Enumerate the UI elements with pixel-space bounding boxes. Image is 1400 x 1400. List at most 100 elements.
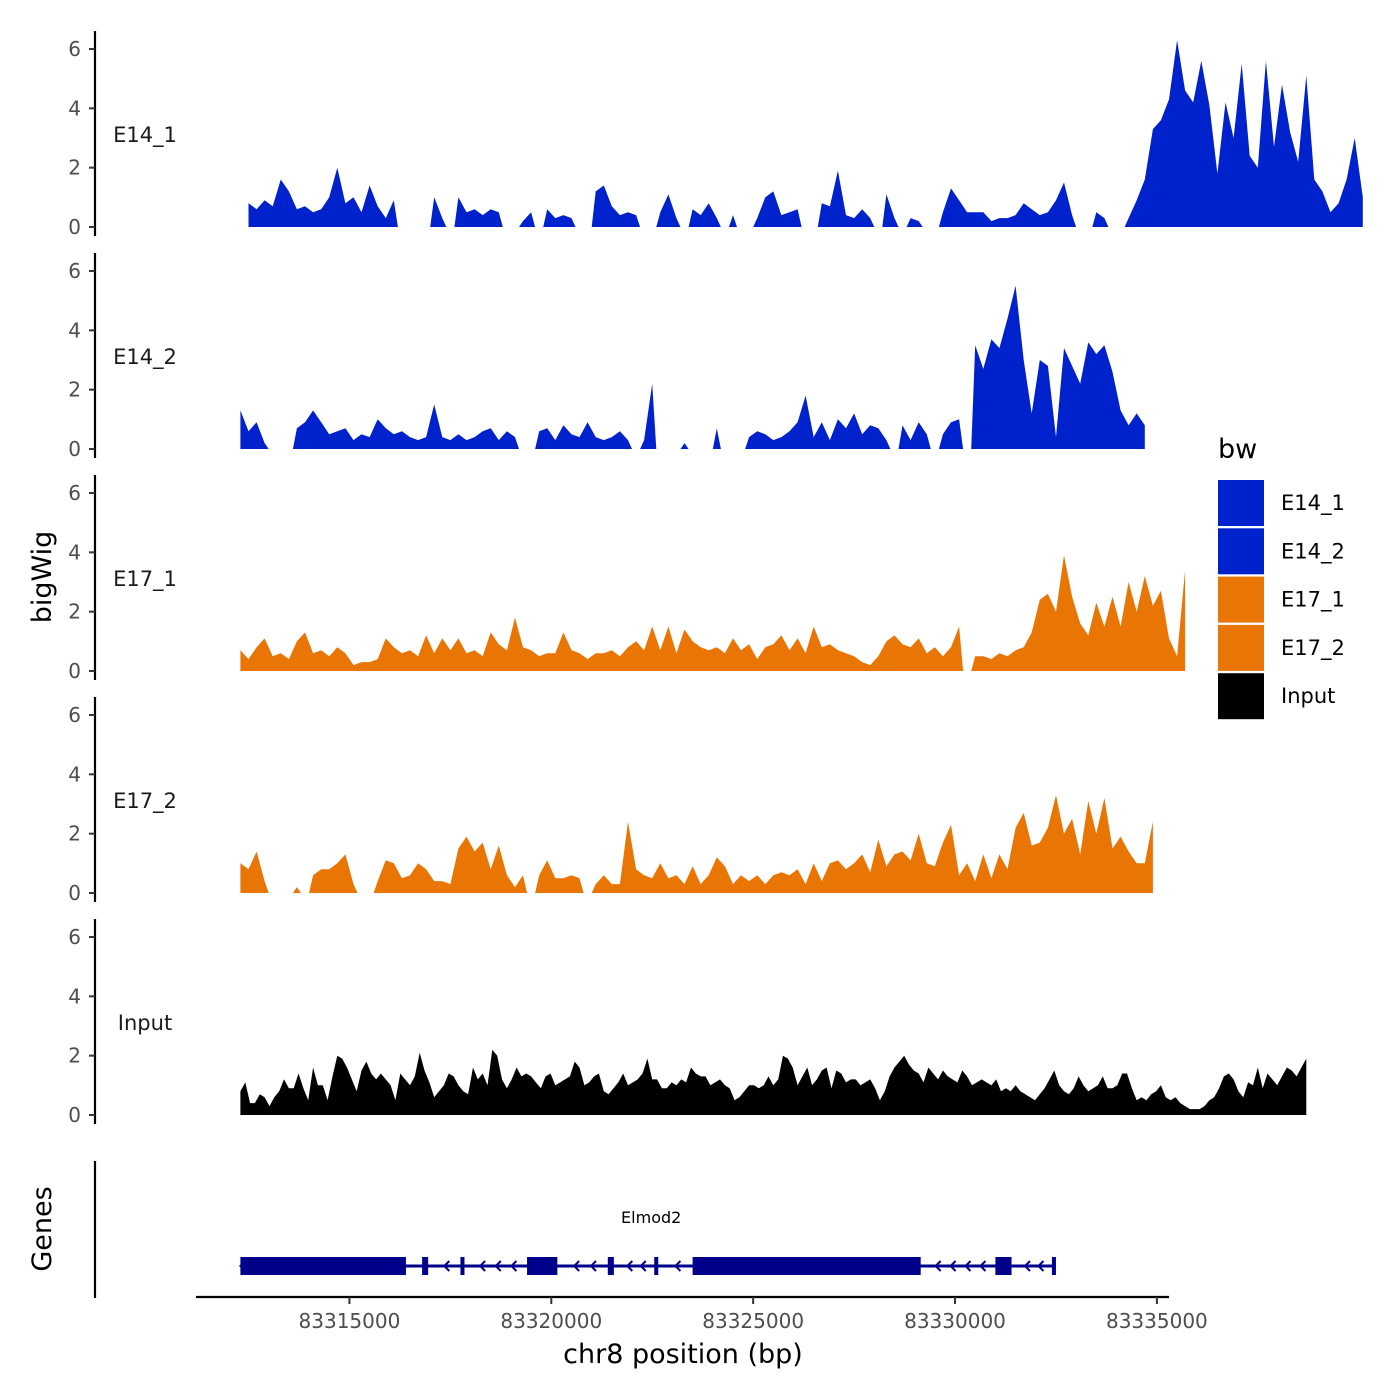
area-E17_1-segment xyxy=(240,617,964,671)
strand-arrow xyxy=(589,1260,597,1272)
area-E14_2-segment xyxy=(712,428,721,449)
area-E17_2-segment xyxy=(535,860,584,893)
area-Input-segment xyxy=(240,1049,1307,1115)
legend-item-E17_2: E17_2 xyxy=(1218,624,1345,671)
area-E14_2-segment xyxy=(971,285,1145,449)
area-E14_2-segment xyxy=(240,410,269,449)
gene-Elmod2: Elmod2 xyxy=(238,1208,1056,1275)
area-E14_1-segment xyxy=(882,194,899,227)
x-axis-title: chr8 position (bp) xyxy=(563,1339,803,1370)
gene-exon xyxy=(654,1257,659,1275)
area-E14_2-segment xyxy=(292,404,519,449)
area-E14_1-segment xyxy=(656,194,681,227)
area-E14_1-segment xyxy=(1124,40,1363,227)
track-Input: 0 2 4 6 Input xyxy=(68,919,1307,1127)
area-E14_2-segment xyxy=(745,395,891,449)
track-E14_2: 0 2 4 6 E14_2 xyxy=(68,253,1145,461)
gene-exon xyxy=(692,1257,921,1275)
legend-label: E17_2 xyxy=(1281,636,1345,661)
x-tick-label: 83325000 xyxy=(702,1309,804,1333)
strand-arrow xyxy=(510,1260,518,1272)
y-tick-label: 2 xyxy=(68,378,81,402)
y-tick-label: 6 xyxy=(68,481,81,505)
area-E14_1-segment xyxy=(454,197,503,227)
y-tick-label: 2 xyxy=(68,1044,81,1068)
area-E17_2-segment xyxy=(373,836,528,893)
area-E14_1-segment xyxy=(753,191,802,227)
track-E17_2: 0 2 4 6 E17_2 xyxy=(68,697,1153,905)
y-tick-label: 0 xyxy=(68,1103,81,1127)
y-tick-label: 0 xyxy=(68,437,81,461)
track-label-E14_2: E14_2 xyxy=(113,345,177,370)
legend-swatch xyxy=(1218,673,1264,720)
strand-arrow xyxy=(1023,1260,1031,1272)
legend-swatch xyxy=(1218,480,1264,526)
gene-exon xyxy=(527,1257,558,1275)
y-tick-label: 4 xyxy=(68,96,81,120)
y-tick-label: 6 xyxy=(68,703,81,727)
legend-item-E14_1: E14_1 xyxy=(1218,480,1345,526)
y-tick-label: 4 xyxy=(68,318,81,342)
strand-arrow xyxy=(934,1260,942,1272)
area-E14_2-segment xyxy=(898,422,931,449)
y-tick-label: 2 xyxy=(68,600,81,624)
gene-track-title: Genes xyxy=(27,1186,58,1271)
x-axis: 83315000 83320000 83325000 83330000 83335000 xyxy=(196,1295,1208,1333)
legend-item-Input: Input xyxy=(1218,673,1335,720)
strand-arrow xyxy=(674,1260,682,1272)
strand-arrow xyxy=(639,1260,647,1272)
track-E17_1: 0 2 4 6 E17_1 xyxy=(68,475,1186,683)
y-tick-label: 6 xyxy=(68,925,81,949)
legend-item-E17_1: E17_1 xyxy=(1218,576,1345,623)
area-E14_1-segment xyxy=(728,215,737,227)
gene-track: Elmod2 xyxy=(93,1161,1056,1298)
strand-arrow xyxy=(1037,1260,1045,1272)
gene-exon xyxy=(460,1257,465,1275)
gene-exon xyxy=(1051,1257,1056,1275)
legend-title: bw xyxy=(1218,434,1257,465)
strand-arrow xyxy=(964,1260,972,1272)
x-tick-label: 83330000 xyxy=(904,1309,1006,1333)
strand-arrow xyxy=(238,1261,246,1271)
track-label-Input: Input xyxy=(118,1011,172,1035)
area-E14_1-segment xyxy=(938,182,1077,227)
y-axis-title: bigWig xyxy=(27,531,58,624)
coverage-tracks: 0 2 4 6 E14_1 0 2 4 6 E14_2 0 2 4 6 E17_1 0 2 4 6 E17_2 0 2 4 6… xyxy=(68,31,1363,1127)
area-E14_1-segment xyxy=(1092,212,1109,227)
area-E14_2-segment xyxy=(640,383,657,449)
y-tick-label: 4 xyxy=(68,762,81,786)
gene-exon xyxy=(422,1257,429,1275)
strand-arrow xyxy=(572,1260,580,1272)
strand-arrow xyxy=(949,1260,957,1272)
legend-item-E14_2: E14_2 xyxy=(1218,528,1345,575)
area-E14_1-segment xyxy=(688,203,721,227)
strand-arrow xyxy=(442,1260,451,1272)
area-E17_1-segment xyxy=(971,555,1186,671)
track-label-E14_1: E14_1 xyxy=(113,123,177,148)
x-tick-label: 83335000 xyxy=(1106,1309,1208,1333)
x-tick-label: 83315000 xyxy=(299,1309,401,1333)
area-E14_1-segment xyxy=(817,170,875,227)
y-tick-label: 6 xyxy=(68,37,81,61)
legend-label: E14_2 xyxy=(1281,539,1345,564)
gene-label: Elmod2 xyxy=(621,1208,681,1227)
strand-arrow xyxy=(494,1260,502,1272)
area-E14_2-segment xyxy=(680,443,689,449)
y-tick-label: 0 xyxy=(68,215,81,239)
y-tick-label: 4 xyxy=(68,984,81,1008)
area-E14_1-segment xyxy=(248,167,398,227)
x-tick-label: 83320000 xyxy=(500,1309,602,1333)
y-tick-label: 2 xyxy=(68,822,81,846)
area-E17_2-segment xyxy=(591,795,1153,893)
legend-label: E17_1 xyxy=(1281,588,1345,613)
area-E14_1-segment xyxy=(591,185,641,227)
area-E14_1-segment xyxy=(430,197,447,227)
strand-arrow xyxy=(478,1260,486,1272)
legend-label: E14_1 xyxy=(1281,491,1345,516)
area-E14_1-segment xyxy=(543,209,576,227)
y-tick-label: 0 xyxy=(68,659,81,683)
area-E14_2-segment xyxy=(535,422,632,449)
y-tick-label: 2 xyxy=(68,156,81,180)
y-tick-label: 6 xyxy=(68,259,81,283)
gene-exon xyxy=(240,1257,406,1275)
